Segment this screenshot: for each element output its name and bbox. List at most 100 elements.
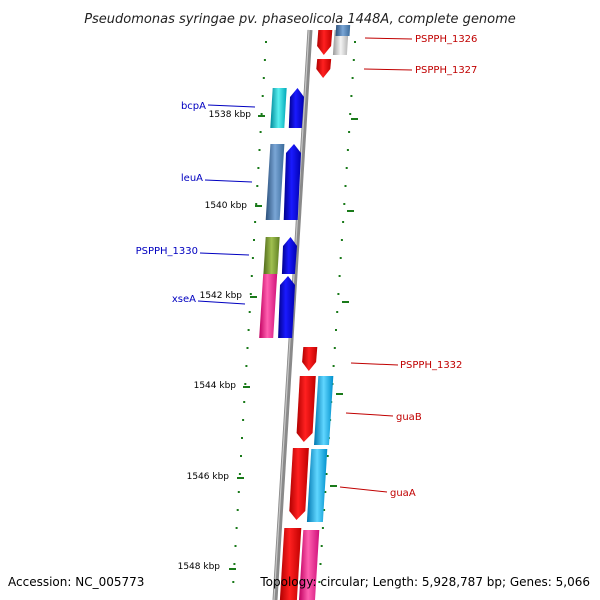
tick-dot — [345, 167, 348, 169]
tick-dot — [250, 275, 253, 277]
kbp-label-1540: 1540 kbp — [205, 201, 248, 211]
gene-lower-pink[interactable] — [299, 530, 320, 600]
gene-PSPPH_1326-steel[interactable] — [335, 25, 351, 36]
gene-label-guaB[interactable]: guaB — [396, 412, 422, 423]
tick-dot — [232, 581, 235, 583]
gene-leuA-arrow[interactable] — [283, 144, 301, 220]
tick-dot — [251, 257, 254, 259]
tick-marks-left — [229, 41, 267, 583]
major-tick — [330, 485, 337, 487]
tick-marks-right — [318, 41, 358, 583]
gene-PSPPH_1327[interactable] — [316, 59, 332, 78]
major-tick — [250, 296, 257, 298]
major-tick — [351, 118, 358, 120]
tick-dot — [352, 59, 355, 61]
tick-dot — [254, 221, 257, 223]
gene-guaA-sky[interactable] — [306, 449, 328, 522]
major-tick — [342, 301, 349, 303]
major-tick — [237, 477, 244, 479]
gene-label-PSPPH_1332[interactable]: PSPPH_1332 — [400, 360, 462, 371]
leader-line — [345, 412, 394, 417]
tick-dot — [242, 419, 245, 421]
tick-dot — [235, 527, 238, 529]
leader-line — [207, 104, 256, 108]
tick-dot — [326, 455, 329, 457]
tick-dot — [244, 383, 247, 385]
kbp-label-1542: 1542 kbp — [200, 291, 243, 301]
accession-text: Accession: NC_005773 — [8, 575, 144, 589]
gene-PSPPH_1330[interactable] — [263, 237, 280, 274]
major-tick — [258, 115, 265, 117]
tick-dot — [256, 185, 259, 187]
leader-line — [364, 37, 413, 40]
major-tick — [255, 205, 262, 207]
gene-guaB-sky[interactable] — [314, 376, 334, 445]
gene-label-xseA[interactable]: xseA — [172, 294, 196, 305]
tick-dot — [318, 581, 321, 583]
gene-guaB[interactable] — [296, 376, 316, 442]
kbp-label-1538: 1538 kbp — [209, 110, 252, 120]
gene-bcpA-arrow[interactable] — [288, 88, 304, 128]
tick-dot — [243, 401, 246, 403]
gene-label-PSPPH_1326[interactable]: PSPPH_1326 — [415, 34, 477, 45]
tick-dot — [349, 113, 352, 115]
tick-dot — [335, 329, 337, 331]
gene-label-PSPPH_1327[interactable]: PSPPH_1327 — [415, 65, 477, 76]
gene-bcpA[interactable] — [270, 88, 287, 128]
gene-label-guaA[interactable]: guaA — [390, 488, 416, 499]
tick-dot — [320, 545, 323, 547]
tick-dot — [255, 203, 258, 205]
tick-dot — [346, 149, 349, 151]
gene-lower-red[interactable] — [279, 528, 302, 600]
leader-line — [350, 362, 399, 366]
tick-dot — [348, 131, 351, 133]
leader-line — [363, 68, 413, 71]
tick-dot — [262, 77, 265, 79]
gene-xseA-arrow[interactable] — [278, 276, 295, 338]
tick-dot — [333, 347, 336, 349]
tick-dot — [259, 131, 262, 133]
tick-dot — [233, 563, 236, 565]
kbp-label-1548: 1548 kbp — [178, 562, 221, 572]
gene-xseA[interactable] — [259, 274, 278, 338]
gene-PSPPH_1326-grey[interactable] — [332, 30, 349, 55]
tick-dot — [323, 509, 326, 511]
gene-label-PSPPH_1330[interactable]: PSPPH_1330 — [136, 246, 198, 257]
gene-PSPPH_1326[interactable] — [317, 30, 333, 55]
tick-dot — [325, 473, 328, 475]
tick-dot — [339, 257, 342, 259]
tick-dot — [234, 545, 237, 547]
tick-dot — [351, 77, 354, 79]
gene-label-leuA[interactable]: leuA — [181, 173, 203, 184]
gene-guaA[interactable] — [289, 448, 309, 520]
gene-leuA[interactable] — [265, 144, 285, 220]
major-tick — [347, 210, 354, 212]
leader-line — [197, 300, 246, 305]
tick-dot — [344, 185, 347, 187]
tick-dot — [324, 491, 327, 493]
map-title: Pseudomonas syringae pv. phaseolicola 14… — [84, 12, 516, 27]
tick-dot — [321, 527, 324, 529]
major-tick — [229, 568, 236, 570]
tick-dot — [245, 365, 248, 367]
tick-dot — [337, 293, 340, 295]
tick-dot — [340, 239, 343, 241]
tick-dot — [338, 275, 341, 277]
gene-PSPPH_1330-arrow[interactable] — [281, 237, 297, 274]
tick-dot — [236, 509, 239, 511]
topology-text: Topology: circular; Length: 5,928,787 bp… — [259, 575, 590, 589]
tick-dot — [240, 455, 242, 457]
tick-dot — [336, 311, 339, 313]
gene-label-bcpA[interactable]: bcpA — [181, 101, 206, 112]
leader-line — [199, 252, 250, 256]
tick-dot — [253, 239, 255, 241]
tick-dot — [241, 437, 243, 439]
tick-dot — [247, 329, 250, 331]
tick-dot — [343, 203, 346, 205]
tick-dot — [258, 149, 261, 151]
gene-PSPPH_1332[interactable] — [302, 347, 318, 371]
gene-features — [259, 25, 351, 600]
tick-dot — [350, 95, 353, 97]
kbp-label-1544: 1544 kbp — [194, 381, 237, 391]
